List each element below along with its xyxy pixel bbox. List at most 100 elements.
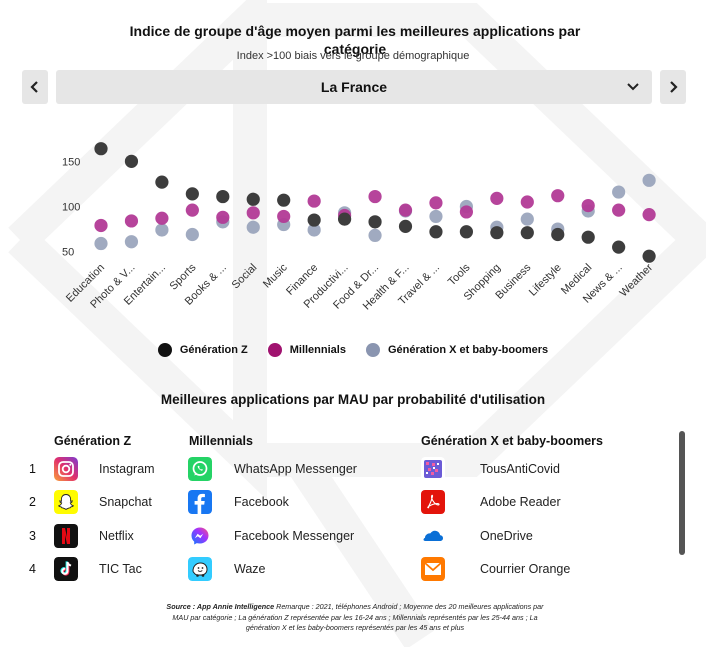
app-name[interactable]: Facebook xyxy=(234,495,289,509)
data-point[interactable] xyxy=(398,219,413,233)
data-point[interactable] xyxy=(398,203,413,217)
legend-item-gen-x[interactable]: Génération X et baby-boomers xyxy=(365,343,548,357)
app-name[interactable]: Snapchat xyxy=(99,495,152,509)
column-header-millennials: Millennials xyxy=(189,434,253,448)
app-name[interactable]: OneDrive xyxy=(480,529,533,543)
onedrive-icon[interactable] xyxy=(421,524,445,548)
data-point[interactable] xyxy=(185,227,199,242)
chevron-right-icon xyxy=(670,81,678,93)
data-point[interactable] xyxy=(124,214,139,228)
column-header-gen-x: Génération X et baby-boomers xyxy=(421,434,603,448)
data-point[interactable] xyxy=(520,212,534,226)
messenger-icon[interactable] xyxy=(188,524,212,548)
data-point[interactable] xyxy=(551,189,565,203)
app-name[interactable]: Facebook Messenger xyxy=(234,529,355,543)
data-point[interactable] xyxy=(459,225,473,239)
footnote-source: Source : App Annie Intelligence xyxy=(166,602,275,611)
data-point[interactable] xyxy=(490,191,504,205)
data-point[interactable] xyxy=(155,223,169,237)
data-point[interactable] xyxy=(642,173,656,187)
data-point[interactable] xyxy=(185,187,199,201)
app-name[interactable]: Waze xyxy=(234,562,266,576)
waze-icon[interactable] xyxy=(188,557,212,581)
snapchat-icon[interactable] xyxy=(54,490,78,514)
data-point[interactable] xyxy=(368,189,382,204)
whatsapp-icon[interactable] xyxy=(188,457,212,481)
scrollbar[interactable] xyxy=(679,431,685,555)
data-point[interactable] xyxy=(612,203,626,217)
data-point[interactable] xyxy=(124,235,139,249)
data-point[interactable] xyxy=(124,154,139,168)
app-name[interactable]: WhatsApp Messenger xyxy=(234,462,357,476)
data-point[interactable] xyxy=(246,206,260,220)
app-name[interactable]: Adobe Reader xyxy=(480,495,561,509)
data-point[interactable] xyxy=(520,195,534,209)
rank-number: 2 xyxy=(29,495,36,509)
y-tick-label: 150 xyxy=(62,156,80,168)
prev-button[interactable] xyxy=(22,70,48,104)
app-name[interactable]: Netflix xyxy=(99,529,134,543)
data-point[interactable] xyxy=(368,215,382,229)
y-tick-label: 50 xyxy=(62,247,74,259)
data-point[interactable] xyxy=(581,230,595,244)
netflix-icon[interactable] xyxy=(54,524,78,548)
data-point[interactable] xyxy=(459,205,473,219)
data-point[interactable] xyxy=(94,236,108,251)
x-tick-label: Music xyxy=(261,261,290,290)
data-point[interactable] xyxy=(612,240,626,254)
app-name[interactable]: Instagram xyxy=(99,462,155,476)
app-name[interactable]: TIC Tac xyxy=(99,562,142,576)
chart-subtitle: Index >100 biais vers le groupe démograp… xyxy=(236,50,470,62)
legend-item-gen-z[interactable]: Génération Z xyxy=(157,343,248,357)
data-point[interactable] xyxy=(246,220,260,234)
app-name[interactable]: Courrier Orange xyxy=(480,562,571,576)
data-point[interactable] xyxy=(307,194,321,208)
data-point[interactable] xyxy=(277,209,291,224)
facebook-icon[interactable] xyxy=(188,490,212,514)
adobe-reader-icon[interactable] xyxy=(421,490,445,514)
data-point[interactable] xyxy=(216,189,230,204)
instagram-icon[interactable] xyxy=(54,457,78,481)
rank-number: 3 xyxy=(29,529,36,543)
rank-number: 1 xyxy=(29,462,36,476)
legend-dot xyxy=(267,343,282,357)
data-point[interactable] xyxy=(642,249,656,263)
data-point[interactable] xyxy=(612,185,626,199)
data-point[interactable] xyxy=(246,192,260,206)
orange-mail-icon[interactable] xyxy=(421,557,445,581)
chevron-left-icon xyxy=(30,81,38,93)
data-point[interactable] xyxy=(155,175,169,189)
app-name[interactable]: TousAntiCovid xyxy=(480,462,560,476)
country-select[interactable]: La France xyxy=(56,70,652,104)
data-point[interactable] xyxy=(429,225,443,239)
legend-label: Génération Z xyxy=(179,344,248,356)
data-point[interactable] xyxy=(642,208,656,222)
data-point[interactable] xyxy=(551,227,565,242)
x-tick-label: Social xyxy=(230,262,260,292)
data-point[interactable] xyxy=(520,226,534,240)
data-point[interactable] xyxy=(94,218,108,233)
legend-item-millennials[interactable]: Millennials xyxy=(267,343,346,357)
y-tick-label: 100 xyxy=(62,202,80,214)
next-button[interactable] xyxy=(660,70,686,104)
data-point[interactable] xyxy=(490,226,504,240)
x-tick-label: Weather xyxy=(617,261,655,299)
data-point[interactable] xyxy=(581,198,595,213)
data-point[interactable] xyxy=(429,196,443,210)
data-point[interactable] xyxy=(368,228,382,242)
rank-number: 4 xyxy=(29,562,36,576)
data-point[interactable] xyxy=(155,211,169,225)
data-point[interactable] xyxy=(277,193,291,207)
tiktok-icon[interactable] xyxy=(54,557,78,581)
data-point[interactable] xyxy=(338,212,352,226)
data-point[interactable] xyxy=(94,142,108,156)
data-point[interactable] xyxy=(429,209,443,224)
chevron-down-icon xyxy=(627,83,639,91)
data-point[interactable] xyxy=(185,203,199,217)
footnote-text: Remarque : 2021, téléphones Android ; Mo… xyxy=(172,602,544,632)
data-point[interactable] xyxy=(307,213,321,227)
data-point[interactable] xyxy=(216,210,230,224)
x-tick-label: Tools xyxy=(446,261,473,288)
data-point[interactable] xyxy=(307,223,321,237)
tousanticovid-icon[interactable] xyxy=(421,457,445,481)
